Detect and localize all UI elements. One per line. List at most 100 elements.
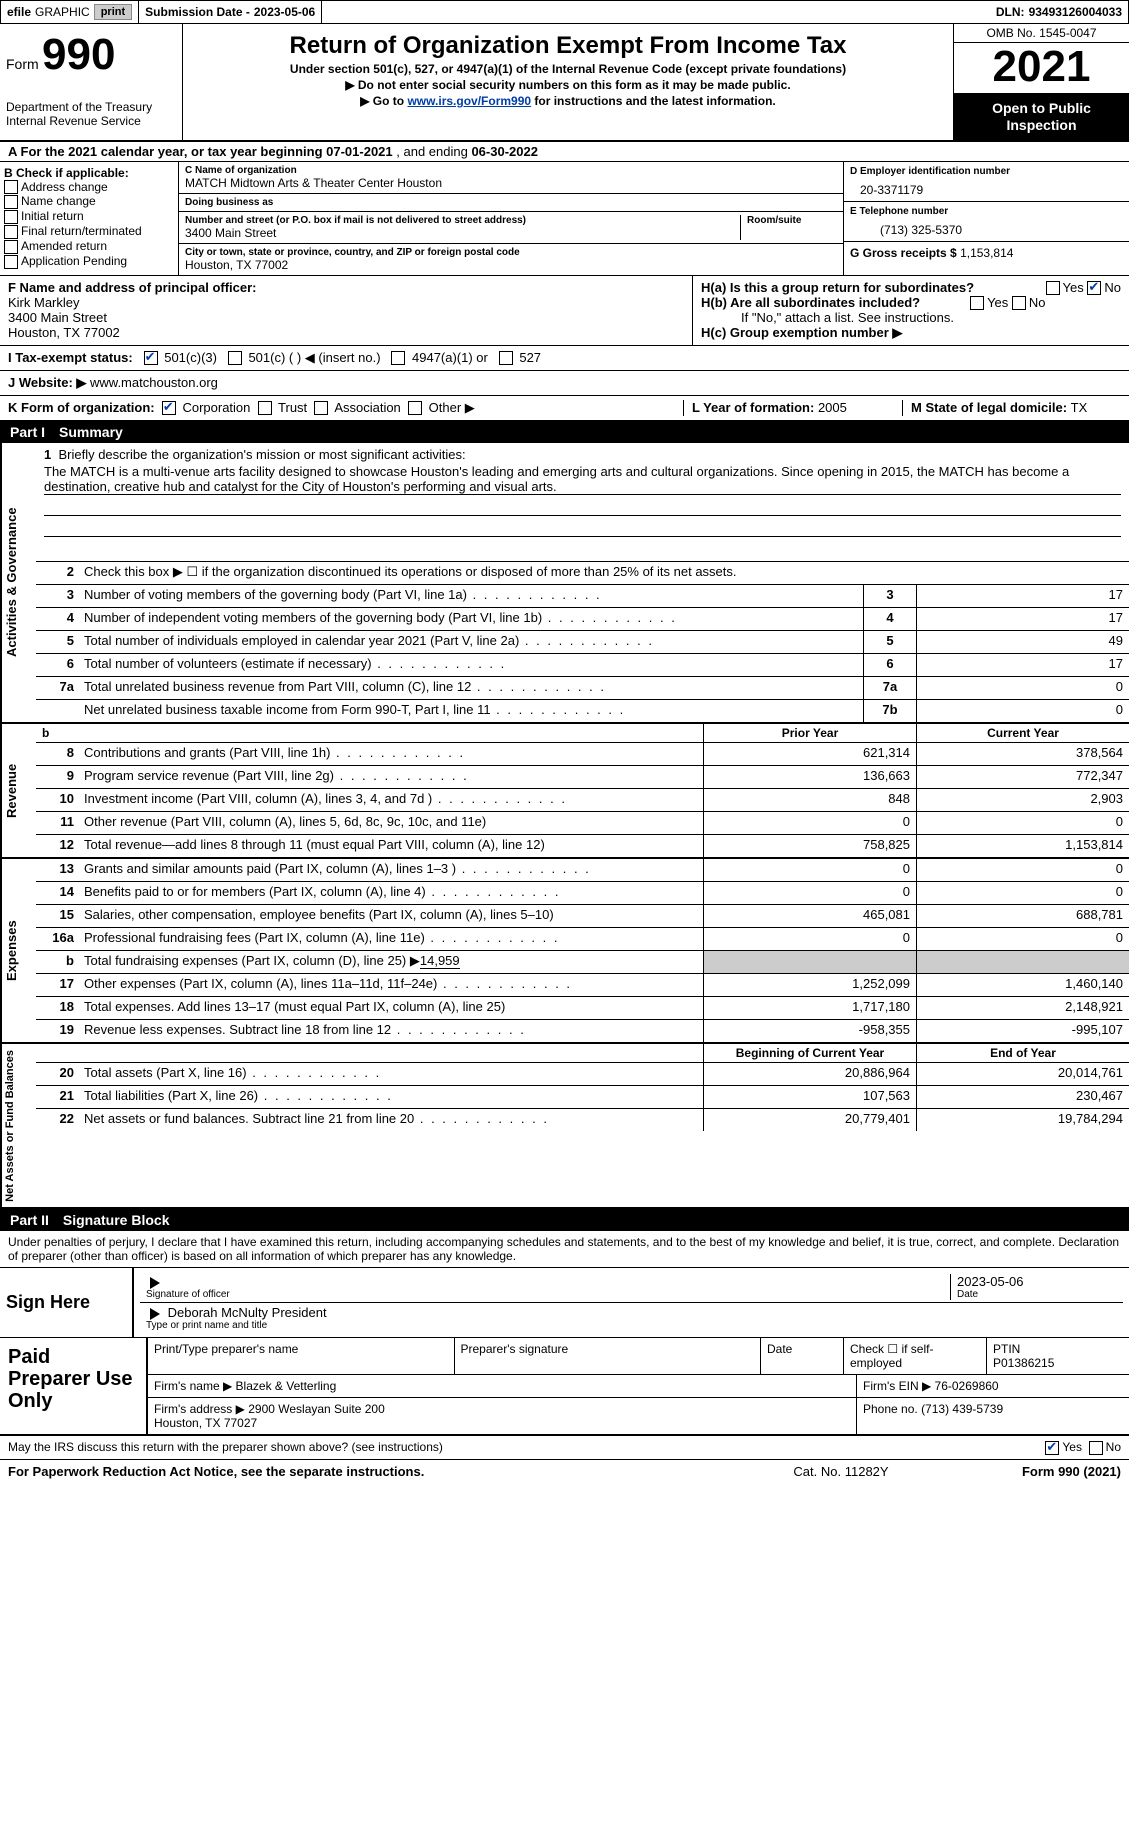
gross-row: G Gross receipts $ 1,153,814 <box>844 242 1129 264</box>
hdr-curr: Current Year <box>916 724 1129 742</box>
l21-desc: Total liabilities (Part X, line 26) <box>80 1086 703 1108</box>
officer-addr1: 3400 Main Street <box>8 310 107 325</box>
fh-block: F Name and address of principal officer:… <box>0 276 1129 346</box>
4947-checkbox[interactable] <box>391 351 405 365</box>
gross-value: 1,153,814 <box>960 246 1013 260</box>
amended-checkbox[interactable] <box>4 240 18 254</box>
omb-number: OMB No. 1545-0047 <box>954 24 1129 43</box>
line-6: 6Total number of volunteers (estimate if… <box>36 654 1129 677</box>
header-sub2: ▶ Do not enter social security numbers o… <box>191 78 945 92</box>
line-3: 3Number of voting members of the governi… <box>36 585 1129 608</box>
row-k: K Form of organization: Corporation Trus… <box>0 396 1129 421</box>
c22: 19,784,294 <box>916 1109 1129 1131</box>
l7a-desc: Total unrelated business revenue from Pa… <box>80 677 863 699</box>
row-i: I Tax-exempt status: 501(c)(3) 501(c) ( … <box>0 346 1129 371</box>
initial-return-checkbox[interactable] <box>4 210 18 224</box>
city-label: City or town, state or province, country… <box>185 247 837 258</box>
ha-no: No <box>1104 280 1121 295</box>
ha-yes-checkbox[interactable] <box>1046 281 1060 295</box>
discuss-yes-checkbox[interactable] <box>1045 1441 1059 1455</box>
dba-label: Doing business as <box>185 197 837 208</box>
line-1: 1 Briefly describe the organization's mi… <box>36 443 1129 562</box>
pt-name-label: Print/Type preparer's name <box>154 1342 448 1356</box>
name-change-checkbox[interactable] <box>4 195 18 209</box>
sa-begin: 07-01-2021 <box>326 144 393 159</box>
line-22: 22Net assets or fund balances. Subtract … <box>36 1109 1129 1131</box>
efile-cell: efile GRAPHIC print <box>1 1 139 23</box>
submission-date-cell: Submission Date - 2023-05-06 <box>139 1 322 23</box>
p2-num: Part II <box>10 1212 49 1228</box>
l2-desc: Check this box ▶ ☐ if the organization d… <box>80 562 1129 584</box>
side-net: Net Assets or Fund Balances <box>0 1044 36 1208</box>
firm-ein: 76-0269860 <box>935 1379 999 1393</box>
officer-addr2: Houston, TX 77002 <box>8 325 120 340</box>
ptin-value: P01386215 <box>993 1356 1123 1370</box>
trust-checkbox[interactable] <box>258 401 272 415</box>
c16b-grey <box>916 951 1129 973</box>
phone-value: (713) 439-5739 <box>921 1402 1003 1416</box>
line-9: 9Program service revenue (Part VIII, lin… <box>36 766 1129 789</box>
corp-checkbox[interactable] <box>162 401 176 415</box>
discuss-no-checkbox[interactable] <box>1089 1441 1103 1455</box>
open-inspection: Open to Public Inspection <box>954 94 1129 140</box>
l5-desc: Total number of individuals employed in … <box>80 631 863 653</box>
irs-link[interactable]: www.irs.gov/Form990 <box>407 94 531 108</box>
line-13: 13Grants and similar amounts paid (Part … <box>36 859 1129 882</box>
addr-change-checkbox[interactable] <box>4 180 18 194</box>
l16a-desc: Professional fundraising fees (Part IX, … <box>80 928 703 950</box>
m-cell: M State of legal domicile: TX <box>902 400 1121 416</box>
app-pending-checkbox[interactable] <box>4 255 18 269</box>
assoc-checkbox[interactable] <box>314 401 328 415</box>
ein-value: 20-3371179 <box>850 177 1123 197</box>
form-header: Form 990 Department of the Treasury Inte… <box>0 24 1129 142</box>
print-button[interactable]: print <box>94 4 132 20</box>
net-section: Net Assets or Fund Balances Beginning of… <box>0 1044 1129 1210</box>
l17-desc: Other expenses (Part IX, column (A), lin… <box>80 974 703 996</box>
501c-checkbox[interactable] <box>228 351 242 365</box>
line-7a: 7aTotal unrelated business revenue from … <box>36 677 1129 700</box>
hdr-end: End of Year <box>916 1044 1129 1062</box>
opt-addr-change: Address change <box>21 180 108 194</box>
side-rev: Revenue <box>0 724 36 857</box>
form-number-cell: Form 990 Department of the Treasury Inte… <box>0 24 183 140</box>
sub-date-label: Submission Date - <box>145 5 250 19</box>
header-sub1: Under section 501(c), 527, or 4947(a)(1)… <box>191 62 945 76</box>
pt-date-label: Date <box>767 1342 837 1356</box>
hb-no-checkbox[interactable] <box>1012 296 1026 310</box>
p19: -958,355 <box>703 1020 916 1042</box>
c13: 0 <box>916 859 1129 881</box>
line-14: 14Benefits paid to or for members (Part … <box>36 882 1129 905</box>
ha-label: H(a) Is this a group return for subordin… <box>701 280 974 295</box>
col-c: C Name of organization MATCH Midtown Art… <box>179 162 843 275</box>
line-16a: 16aProfessional fundraising fees (Part I… <box>36 928 1129 951</box>
c20: 20,014,761 <box>916 1063 1129 1085</box>
paid-preparer-label: Paid Preparer Use Only <box>0 1338 148 1434</box>
discuss-no: No <box>1106 1440 1121 1454</box>
c21: 230,467 <box>916 1086 1129 1108</box>
hb-yes: Yes <box>987 295 1008 310</box>
identity-block: B Check if applicable: Address change Na… <box>0 162 1129 276</box>
sub3-post: for instructions and the latest informat… <box>531 94 776 108</box>
line-12: 12Total revenue—add lines 8 through 11 (… <box>36 835 1129 857</box>
officer-name: Kirk Markley <box>8 295 80 310</box>
ha-no-checkbox[interactable] <box>1087 281 1101 295</box>
l8-desc: Contributions and grants (Part VIII, lin… <box>80 743 703 765</box>
sa-mid: , and ending <box>396 144 471 159</box>
v4: 17 <box>916 608 1129 630</box>
c17: 1,460,140 <box>916 974 1129 996</box>
l6-desc: Total number of volunteers (estimate if … <box>80 654 863 676</box>
other-checkbox[interactable] <box>408 401 422 415</box>
p12: 758,825 <box>703 835 916 857</box>
c9: 772,347 <box>916 766 1129 788</box>
501c3-checkbox[interactable] <box>144 351 158 365</box>
firm-name-label: Firm's name ▶ <box>154 1379 232 1393</box>
final-return-checkbox[interactable] <box>4 225 18 239</box>
c12: 1,153,814 <box>916 835 1129 857</box>
section-a: A For the 2021 calendar year, or tax yea… <box>0 142 1129 162</box>
opt-501c: 501(c) ( ) ◀ (insert no.) <box>248 350 380 365</box>
527-checkbox[interactable] <box>499 351 513 365</box>
p17: 1,252,099 <box>703 974 916 996</box>
c18: 2,148,921 <box>916 997 1129 1019</box>
hb-yes-checkbox[interactable] <box>970 296 984 310</box>
topbar: efile GRAPHIC print Submission Date - 20… <box>0 0 1129 24</box>
